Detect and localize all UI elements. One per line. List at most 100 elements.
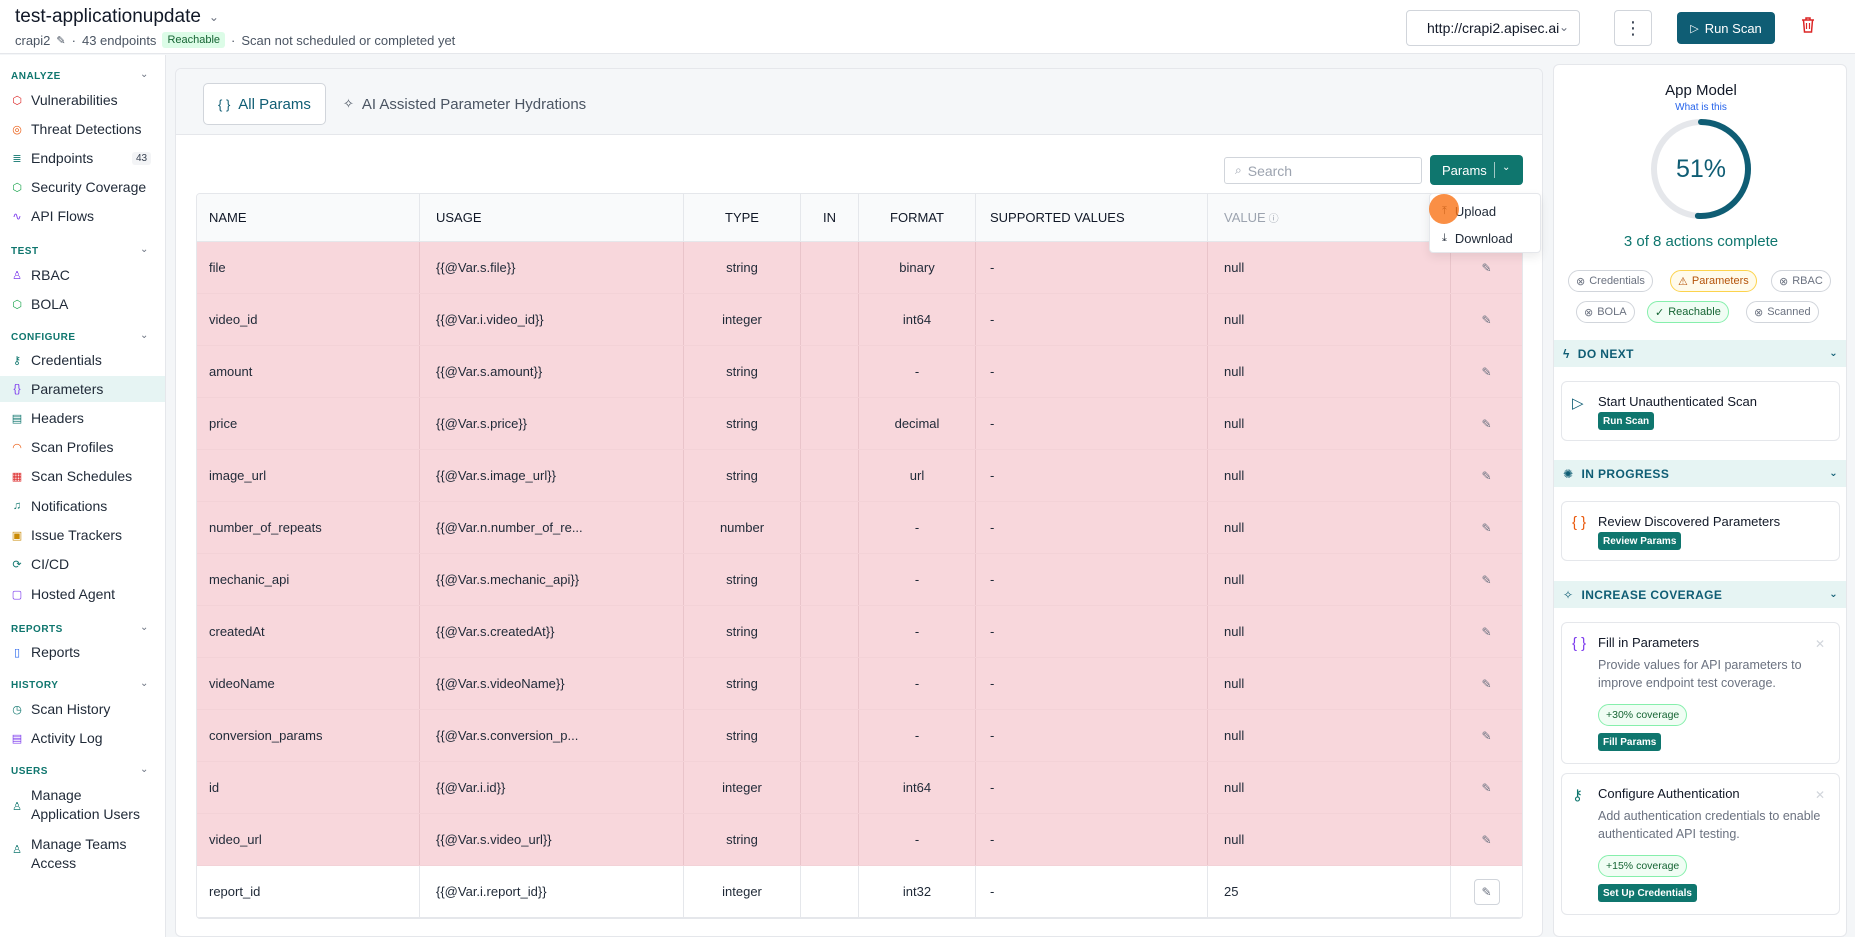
- run-scan-card-button[interactable]: Run Scan: [1598, 412, 1655, 430]
- sidebar-item-api-flows[interactable]: ∿ API Flows: [0, 203, 165, 229]
- base-url-select[interactable]: http://crapi2.apisec.ai ⌄: [1406, 10, 1580, 46]
- col-value[interactable]: VALUE ⓘ: [1208, 194, 1451, 241]
- sidebar-item-label: Notifications: [31, 498, 108, 514]
- section-do-next[interactable]: ϟ DO NEXT ⌄: [1554, 340, 1846, 367]
- meta-dot: ·: [71, 32, 76, 48]
- run-scan-button[interactable]: ▷ Run Scan: [1677, 12, 1775, 44]
- in-cell: [801, 554, 859, 605]
- chevron-down-icon[interactable]: ⌄: [140, 678, 149, 689]
- chip-credentials[interactable]: ⊗ Credentials: [1568, 270, 1653, 292]
- edit-pencil-icon[interactable]: ✎: [1481, 832, 1492, 847]
- edit-cell: ✎: [1451, 450, 1522, 501]
- col-format[interactable]: FORMAT: [859, 194, 976, 241]
- section-increase-coverage[interactable]: ✧ INCREASE COVERAGE ⌄: [1554, 581, 1846, 608]
- section-in-progress[interactable]: ✺ IN PROGRESS ⌄: [1554, 460, 1846, 487]
- chevron-down-icon[interactable]: ⌄: [140, 330, 149, 341]
- tab-ai-assisted[interactable]: ✧ AI Assisted Parameter Hydrations: [329, 83, 600, 125]
- gauge-icon: ◠: [12, 441, 22, 454]
- type-cell: string: [684, 554, 801, 605]
- sidebar-item-scan-history[interactable]: ◷ Scan History: [0, 696, 165, 722]
- sidebar-item-headers[interactable]: ▤ Headers: [0, 405, 165, 431]
- chip-bola[interactable]: ⊗ BOLA: [1576, 301, 1635, 323]
- chip-parameters[interactable]: ⚠ Parameters: [1670, 270, 1757, 292]
- edit-pencil-icon[interactable]: ✎: [1481, 468, 1492, 483]
- sidebar-item-manage-application-users[interactable]: ♙ Manage Application Users: [0, 784, 165, 824]
- value-cell: null: [1208, 710, 1451, 761]
- value-cell: null: [1208, 606, 1451, 657]
- more-options-button[interactable]: ⋮: [1614, 10, 1652, 46]
- edit-pencil-icon[interactable]: ✎: [1481, 520, 1492, 535]
- menu-item-download[interactable]: ⤓ Download: [1442, 231, 1513, 246]
- sidebar-item-security-coverage[interactable]: ⬡ Security Coverage: [0, 174, 165, 200]
- tab-all-params[interactable]: { } All Params: [203, 83, 326, 125]
- col-supported-values[interactable]: SUPPORTED VALUES: [976, 194, 1208, 241]
- format-cell: -: [859, 658, 976, 709]
- table-body: file {{@Var.s.file}} string binary - null ✎ vid…: [197, 242, 1522, 918]
- sidebar-item-issue-trackers[interactable]: ▣ Issue Trackers: [0, 522, 165, 548]
- chip-scanned[interactable]: ⊗ Scanned: [1746, 301, 1819, 323]
- trash-icon[interactable]: [1800, 16, 1816, 39]
- edit-cell: ✎: [1451, 242, 1522, 293]
- edit-icon[interactable]: ✎: [56, 34, 66, 47]
- chip-rbac[interactable]: ⊗ RBAC: [1771, 270, 1831, 292]
- edit-pencil-icon[interactable]: ✎: [1481, 780, 1492, 795]
- sidebar-item-reports[interactable]: ▯ Reports: [0, 639, 165, 665]
- params-dropdown-button[interactable]: Params ⌄: [1430, 155, 1523, 185]
- col-usage[interactable]: USAGE: [420, 194, 684, 241]
- sidebar-item-rbac[interactable]: ♙ RBAC: [0, 262, 165, 288]
- sidebar-item-cicd[interactable]: ⟳ CI/CD: [0, 551, 165, 577]
- sidebar-item-label: RBAC: [31, 267, 70, 283]
- supported-values-cell: -: [976, 398, 1208, 449]
- label-line-1: Manage Teams: [31, 836, 127, 852]
- chip-reachable[interactable]: ✓ Reachable: [1647, 301, 1729, 323]
- in-cell: [801, 762, 859, 813]
- sidebar-item-credentials[interactable]: ⚷ Credentials: [0, 347, 165, 373]
- edit-pencil-icon[interactable]: ✎: [1481, 364, 1492, 379]
- supported-values-cell: -: [976, 346, 1208, 397]
- col-in[interactable]: IN: [801, 194, 859, 241]
- sidebar-item-vulnerabilities[interactable]: ⬡ Vulnerabilities: [0, 87, 165, 113]
- edit-pencil-icon[interactable]: ✎: [1481, 728, 1492, 743]
- chevron-down-icon[interactable]: ⌄: [140, 764, 149, 775]
- sidebar-item-activity-log[interactable]: ▤ Activity Log: [0, 725, 165, 751]
- sidebar-item-scan-schedules[interactable]: ▦ Scan Schedules: [0, 463, 165, 489]
- edit-pencil-icon[interactable]: ✎: [1481, 572, 1492, 587]
- sidebar-item-hosted-agent[interactable]: ▢ Hosted Agent: [0, 581, 165, 607]
- base-url-value: http://crapi2.apisec.ai: [1427, 20, 1560, 36]
- sidebar-item-notifications[interactable]: ♫ Notifications: [0, 493, 165, 519]
- review-params-button[interactable]: Review Params: [1598, 532, 1682, 550]
- edit-pencil-icon[interactable]: ✎: [1481, 676, 1492, 691]
- what-is-this-link[interactable]: What is this: [1675, 102, 1727, 113]
- fill-params-button[interactable]: Fill Params: [1598, 733, 1662, 751]
- chevron-down-icon[interactable]: ⌄: [140, 69, 149, 80]
- chevron-down-icon[interactable]: ⌄: [140, 244, 149, 255]
- edit-pencil-icon[interactable]: ✎: [1481, 624, 1492, 639]
- table-row: videoName {{@Var.s.videoName}} string - - nul…: [197, 658, 1522, 710]
- edit-pencil-icon[interactable]: ✎: [1481, 416, 1492, 431]
- edit-cell: ✎: [1451, 866, 1522, 917]
- usage-cell: {{@Var.s.conversion_p...: [420, 710, 684, 761]
- col-type[interactable]: TYPE: [684, 194, 801, 241]
- edit-pencil-icon[interactable]: ✎: [1473, 878, 1500, 905]
- edit-pencil-icon[interactable]: ✎: [1481, 312, 1492, 327]
- sidebar-item-parameters[interactable]: {} Parameters: [0, 376, 165, 402]
- edit-pencil-icon[interactable]: ✎: [1481, 260, 1492, 275]
- sidebar-item-scan-profiles[interactable]: ◠ Scan Profiles: [0, 434, 165, 460]
- section-history: HISTORY: [11, 680, 59, 691]
- usage-cell: {{@Var.i.video_id}}: [420, 294, 684, 345]
- set-up-credentials-button[interactable]: Set Up Credentials: [1598, 884, 1697, 902]
- col-name[interactable]: NAME: [197, 194, 420, 241]
- sidebar-item-manage-teams-access[interactable]: ♙ Manage Teams Access: [0, 833, 165, 873]
- sidebar-item-endpoints[interactable]: ≣ Endpoints 43: [0, 145, 165, 171]
- section-title: DO NEXT: [1577, 346, 1634, 361]
- close-icon[interactable]: ✕: [1814, 788, 1825, 802]
- app-selector[interactable]: test-applicationupdate ⌄: [15, 6, 219, 28]
- close-icon[interactable]: ✕: [1814, 637, 1825, 651]
- tabs-bar: { } All Params ✧ AI Assisted Parameter H…: [176, 69, 1542, 135]
- edit-cell: ✎: [1451, 814, 1522, 865]
- sidebar-item-threat-detections[interactable]: ◎ Threat Detections: [0, 116, 165, 142]
- edit-cell: ✎: [1451, 502, 1522, 553]
- sidebar-item-bola[interactable]: ⬡ BOLA: [0, 291, 165, 317]
- search-input[interactable]: ⌕ Search: [1224, 157, 1422, 184]
- chevron-down-icon[interactable]: ⌄: [140, 622, 149, 633]
